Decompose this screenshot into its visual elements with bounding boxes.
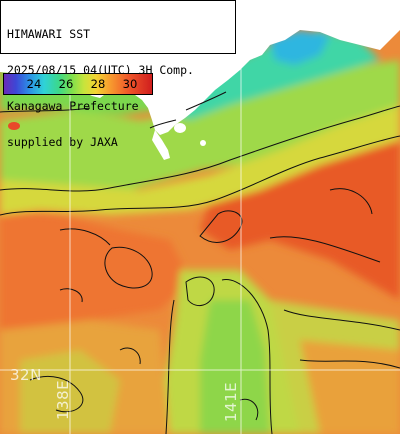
title-line-1: HIMAWARI SST <box>7 27 91 41</box>
colorbar-tick-24: 24 <box>26 77 42 91</box>
sst-colorbar: 24 26 28 30 <box>3 73 153 95</box>
title-box: HIMAWARI SST 2025/08/15 04(UTC) 3H Comp.… <box>0 0 236 148</box>
contour-lines <box>0 91 400 434</box>
colorbar-tick-28: 28 <box>90 77 106 91</box>
island-2 <box>200 140 206 146</box>
north-yellow <box>0 105 400 215</box>
warm-west <box>0 210 190 330</box>
colorbar-tick-26: 26 <box>58 77 74 91</box>
cool-south-inner <box>200 300 270 434</box>
se-warm <box>300 340 400 434</box>
peninsula <box>152 130 170 160</box>
lon-label-138e: 138E <box>54 379 72 420</box>
title-line-3: Kanagawa Prefecture <box>7 99 139 113</box>
colorbar-tick-30: 30 <box>122 77 138 91</box>
title-line-4: supplied by JAXA <box>7 135 118 149</box>
island-3 <box>8 122 20 130</box>
land-mask <box>0 0 400 135</box>
island-1 <box>174 123 186 133</box>
lat-label-32n: 32N <box>10 366 42 384</box>
lon-label-141e: 141E <box>222 381 240 422</box>
north-band <box>0 60 400 190</box>
